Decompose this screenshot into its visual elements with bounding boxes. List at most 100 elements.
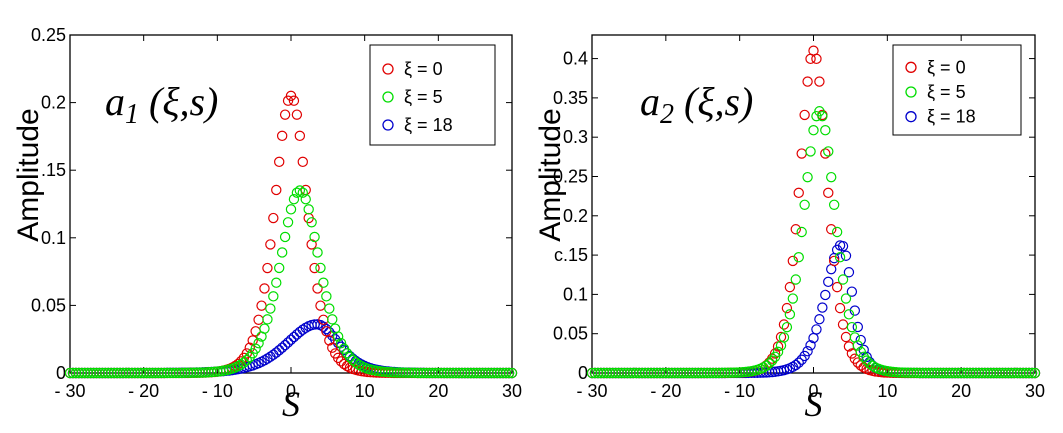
data-point xyxy=(814,313,825,325)
data-point xyxy=(811,53,822,65)
data-point xyxy=(274,262,285,274)
data-point xyxy=(262,262,273,274)
data-point xyxy=(823,187,834,199)
x-tick-label: - 20 xyxy=(650,381,681,401)
data-point xyxy=(353,359,364,370)
data-point xyxy=(820,289,831,301)
legend-label: ξ = 18 xyxy=(404,115,453,135)
x-tick-label: - 20 xyxy=(128,381,159,401)
data-point xyxy=(288,331,300,343)
legend: ξ = 0 ξ = 5 ξ = 18 xyxy=(369,44,496,146)
x-tick-label: 0 xyxy=(808,381,818,401)
x-axis-label: S xyxy=(282,384,300,424)
data-point xyxy=(253,314,264,326)
legend-label: ξ = 0 xyxy=(927,57,966,77)
data-point xyxy=(764,358,775,369)
data-point xyxy=(805,146,816,157)
data-point xyxy=(828,255,840,267)
data-point xyxy=(834,252,846,263)
data-point xyxy=(802,76,813,87)
data-point xyxy=(846,321,858,333)
data-point xyxy=(306,217,317,228)
data-point xyxy=(238,357,250,368)
data-point xyxy=(811,324,822,335)
data-point xyxy=(802,171,813,183)
data-point xyxy=(831,281,843,293)
data-point xyxy=(241,354,252,366)
data-point xyxy=(834,302,846,314)
data-point xyxy=(828,199,840,210)
data-point xyxy=(288,193,300,205)
data-point xyxy=(805,340,816,351)
data-point xyxy=(837,240,849,252)
data-point xyxy=(279,231,291,243)
data-point xyxy=(787,293,799,304)
data-point xyxy=(332,352,344,364)
data-point xyxy=(232,361,244,372)
x-tick-label: 30 xyxy=(1025,381,1045,401)
data-point xyxy=(837,319,849,330)
legend-label: ξ = 5 xyxy=(404,87,443,107)
legend-label: ξ = 0 xyxy=(404,59,443,79)
data-point xyxy=(814,76,825,87)
data-point xyxy=(506,367,518,379)
data-point xyxy=(772,346,784,358)
data-point xyxy=(268,291,279,302)
data-point xyxy=(335,337,347,349)
data-point xyxy=(341,348,353,359)
y-tick-label: c.15 xyxy=(554,245,588,265)
data-point xyxy=(318,314,329,326)
y-tick-label: 0.35 xyxy=(553,88,588,108)
data-point xyxy=(852,321,864,333)
data-point xyxy=(282,217,294,228)
data-point xyxy=(793,357,804,368)
data-point xyxy=(268,212,279,224)
data-point xyxy=(840,293,852,304)
data-point xyxy=(778,332,790,343)
series-2 xyxy=(64,185,518,379)
data-point xyxy=(846,286,858,297)
data-point xyxy=(778,319,790,330)
data-point xyxy=(244,351,255,363)
data-point xyxy=(259,323,270,334)
x-tick-label: 20 xyxy=(951,381,971,401)
data-point xyxy=(867,360,878,371)
data-point xyxy=(276,247,288,258)
data-point xyxy=(300,193,311,205)
data-point xyxy=(769,348,781,359)
data-point xyxy=(297,187,308,198)
data-point xyxy=(796,148,807,159)
y-tick-label: 0.25 xyxy=(31,25,66,45)
data-point xyxy=(500,367,512,379)
data-point xyxy=(823,146,834,157)
data-point xyxy=(274,156,285,168)
data-point xyxy=(826,171,837,183)
data-point xyxy=(297,156,308,168)
data-point xyxy=(344,351,356,363)
data-point xyxy=(341,360,353,372)
data-point xyxy=(300,322,311,333)
x-tick-label: - 10 xyxy=(724,381,755,401)
y-tick-label: 0.05 xyxy=(553,324,588,344)
data-point xyxy=(306,239,317,250)
data-point xyxy=(256,300,267,311)
y-axis-label: Amplitude xyxy=(12,108,45,241)
x-tick-label: 10 xyxy=(355,381,375,401)
data-point xyxy=(338,358,350,370)
data-point xyxy=(265,239,276,250)
data-point xyxy=(784,281,796,293)
data-point xyxy=(294,185,306,196)
data-point xyxy=(271,277,282,288)
data-point xyxy=(309,262,320,274)
data-point xyxy=(793,252,804,263)
y-tick-label: 0.1 xyxy=(563,284,588,304)
data-point xyxy=(294,130,306,142)
data-point xyxy=(303,204,314,215)
data-point xyxy=(799,199,810,210)
data-point xyxy=(279,109,291,120)
y-tick-label: 0.2 xyxy=(41,93,66,113)
data-point xyxy=(790,274,801,285)
series-3 xyxy=(586,240,1041,379)
data-point xyxy=(318,277,329,288)
data-point xyxy=(312,247,323,258)
